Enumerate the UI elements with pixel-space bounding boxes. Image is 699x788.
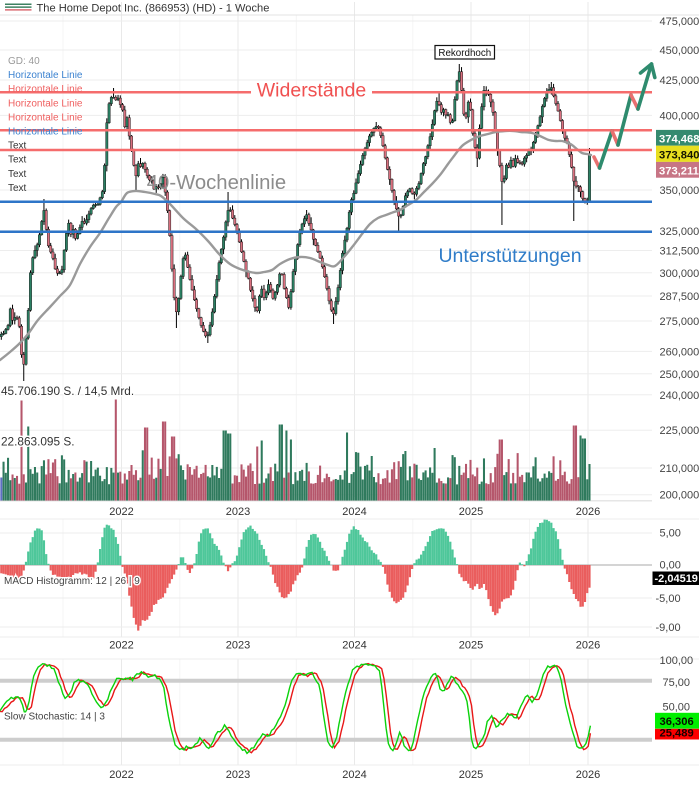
svg-text:2026: 2026 (576, 506, 600, 518)
svg-text:2025: 2025 (459, 769, 483, 781)
svg-text:300,000: 300,000 (660, 268, 699, 280)
svg-text:Horizontale Linie: Horizontale Linie (8, 84, 83, 95)
svg-text:2024: 2024 (342, 769, 366, 781)
svg-text:325,000: 325,000 (660, 226, 699, 238)
svg-text:2023: 2023 (226, 640, 250, 652)
svg-text:Horizontale Linie: Horizontale Linie (8, 127, 83, 138)
svg-text:0,00: 0,00 (660, 560, 681, 572)
svg-text:MACD Histogramm: 12 | 26 | 9: MACD Histogramm: 12 | 26 | 9 (4, 576, 140, 587)
svg-text:475,000: 475,000 (660, 16, 699, 28)
svg-text:-9,00: -9,00 (656, 622, 681, 634)
svg-text:Rekordhoch: Rekordhoch (438, 48, 491, 59)
svg-text:2024: 2024 (342, 506, 366, 518)
svg-text:2026: 2026 (576, 640, 600, 652)
svg-text:374,468: 374,468 (659, 133, 699, 145)
svg-text:2024: 2024 (342, 640, 366, 652)
svg-text:275,000: 275,000 (660, 316, 699, 328)
svg-text:Text: Text (8, 155, 27, 166)
svg-text:Text: Text (8, 169, 27, 180)
svg-text:75,00: 75,00 (663, 677, 691, 689)
svg-text:25,489: 25,489 (660, 728, 694, 740)
svg-text:2022: 2022 (109, 769, 133, 781)
svg-text:350,000: 350,000 (660, 185, 699, 197)
svg-text:2025: 2025 (459, 506, 483, 518)
svg-text:Horizontale Linie: Horizontale Linie (8, 70, 83, 81)
svg-text:2022: 2022 (109, 640, 133, 652)
svg-text:Slow Stochastic: 14 | 3: Slow Stochastic: 14 | 3 (4, 712, 105, 723)
svg-text:36,306: 36,306 (660, 716, 694, 728)
svg-text:Unterstützungen: Unterstützungen (438, 245, 581, 267)
svg-text:40-Wochenlinie: 40-Wochenlinie (147, 172, 286, 194)
svg-text:-2,04519: -2,04519 (655, 573, 698, 585)
svg-text:2025: 2025 (459, 640, 483, 652)
svg-text:400,000: 400,000 (660, 110, 699, 122)
svg-text:100,00: 100,00 (660, 655, 694, 667)
svg-text:50,00: 50,00 (663, 701, 691, 713)
svg-text:225,000: 225,000 (660, 425, 699, 437)
svg-text:GD: 40: GD: 40 (8, 56, 40, 67)
svg-text:2023: 2023 (226, 506, 250, 518)
svg-text:260,000: 260,000 (660, 346, 699, 358)
svg-text:250,000: 250,000 (660, 369, 699, 381)
svg-text:Text: Text (8, 141, 27, 152)
svg-text:287,500: 287,500 (660, 291, 699, 303)
svg-text:Horizontale Linie: Horizontale Linie (8, 98, 83, 109)
svg-text:210,000: 210,000 (660, 463, 699, 475)
svg-text:2026: 2026 (576, 769, 600, 781)
svg-text:Horizontale Linie: Horizontale Linie (8, 112, 83, 123)
svg-text:45.706.190 S. / 14,5 Mrd.: 45.706.190 S. / 14,5 Mrd. (1, 384, 134, 398)
svg-text:373,840: 373,840 (659, 149, 699, 161)
svg-text:The Home Depot Inc. (866953) (: The Home Depot Inc. (866953) (HD) - 1 Wo… (37, 2, 270, 14)
svg-text:Text: Text (8, 183, 27, 194)
svg-text:312,500: 312,500 (660, 246, 699, 258)
svg-text:200,000: 200,000 (660, 490, 699, 502)
svg-text:450,000: 450,000 (660, 45, 699, 57)
svg-text:22.863.095 S.: 22.863.095 S. (1, 434, 74, 448)
svg-text:2023: 2023 (226, 769, 250, 781)
svg-text:240,000: 240,000 (660, 390, 699, 402)
svg-text:-5,00: -5,00 (656, 593, 681, 605)
svg-text:Widerstände: Widerstände (257, 79, 366, 101)
svg-text:5,00: 5,00 (660, 528, 681, 540)
svg-text:2022: 2022 (109, 506, 133, 518)
svg-text:373,211: 373,211 (659, 165, 699, 177)
svg-text:425,000: 425,000 (660, 75, 699, 87)
